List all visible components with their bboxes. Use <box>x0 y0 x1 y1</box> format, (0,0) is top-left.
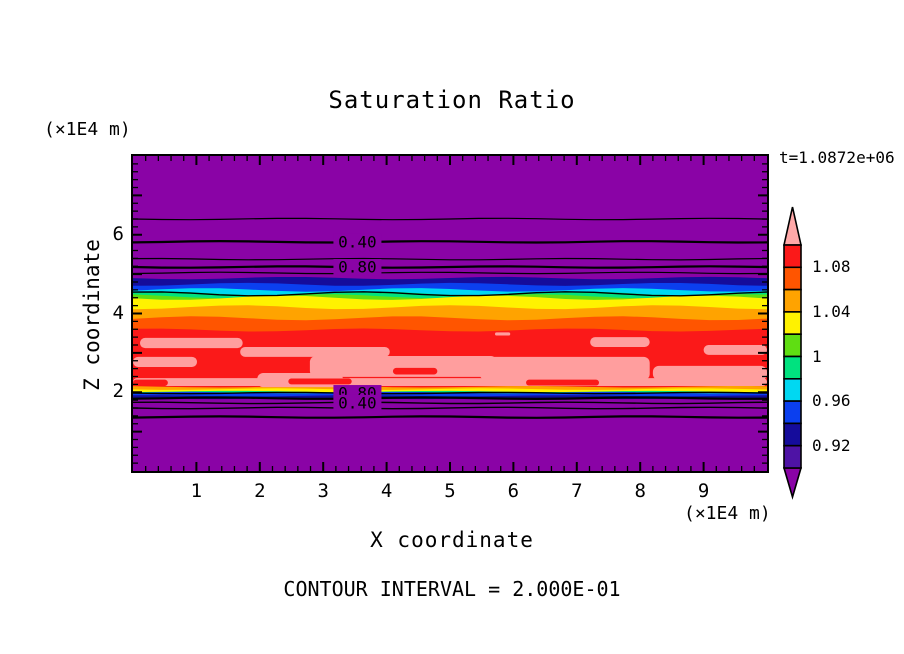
colorbar-segment-9 <box>783 444 802 469</box>
colorbar-segment-5 <box>783 355 802 380</box>
colorbar-label-1.08: 1.08 <box>812 257 851 277</box>
contour-line <box>133 271 767 275</box>
colorbar-segment-3 <box>783 311 802 336</box>
contour-line <box>133 265 767 269</box>
contour-label: 0.40 <box>338 393 377 412</box>
y-tick-label-2: 2 <box>112 380 124 403</box>
contour-plot: 0.400.800.800.40 <box>133 156 767 471</box>
x-tick-label-7: 7 <box>571 480 583 502</box>
band-blue-upper <box>133 282 767 293</box>
streak-6 <box>590 337 650 347</box>
streak-13 <box>526 379 599 386</box>
colorbar <box>782 206 803 500</box>
contour-label-mask <box>333 233 382 250</box>
contour-line <box>133 396 767 401</box>
contour-line <box>133 217 767 221</box>
contour-line <box>133 257 767 261</box>
contour-label: 0.40 <box>338 232 377 251</box>
x-axis-unit-label: (×1E4 m) <box>684 503 771 524</box>
x-tick-label-8: 8 <box>634 480 646 502</box>
colorbar-arrow-up <box>783 206 802 246</box>
colorbar-label-1: 1 <box>812 346 822 366</box>
contour-line <box>133 401 767 405</box>
contour-label-mask <box>333 259 382 276</box>
x-axis-title: X coordinate <box>370 528 534 552</box>
colorbar-label-0.92: 0.92 <box>812 435 851 455</box>
colorbar-label-1.04: 1.04 <box>812 301 851 321</box>
colorbar-segment-0 <box>783 244 802 269</box>
colorbar-segment-2 <box>783 288 802 313</box>
streak-7 <box>652 365 767 381</box>
time-annotation: t=1.0872e+06 <box>779 148 895 167</box>
colorbar-segment-6 <box>783 378 802 402</box>
streak-3 <box>309 356 497 377</box>
band-navy-upper <box>133 276 767 287</box>
contour-label: 0.80 <box>338 258 377 277</box>
streak-12 <box>288 378 352 385</box>
colorbar-label-0.96: 0.96 <box>812 391 851 411</box>
colorbar-segment-7 <box>783 400 802 425</box>
y-tick-label-6: 6 <box>112 222 124 245</box>
y-axis-unit-label: (×1E4 m) <box>44 119 131 140</box>
streak-11 <box>133 379 168 386</box>
contour-line <box>133 239 767 244</box>
streak-14 <box>392 367 438 375</box>
contour-line <box>133 415 767 419</box>
colorbar-arrow-down <box>782 467 803 500</box>
colorbar-segment-1 <box>783 266 802 291</box>
streak-8 <box>703 345 767 355</box>
x-tick-label-3: 3 <box>317 480 329 502</box>
streak-9 <box>133 378 767 386</box>
contour-label-mask <box>333 394 382 411</box>
colorbar-segment-4 <box>783 333 802 358</box>
streak-1 <box>133 356 198 368</box>
x-tick-label-4: 4 <box>380 480 393 502</box>
x-tick-label-2: 2 <box>254 480 266 502</box>
plot-title: Saturation Ratio <box>328 86 576 114</box>
x-tick-label-1: 1 <box>190 480 203 502</box>
contour-line <box>133 391 767 395</box>
colorbar-segment-8 <box>783 422 802 447</box>
streak-0 <box>139 337 243 349</box>
x-tick-label-5: 5 <box>444 480 456 502</box>
contour-line <box>133 291 767 297</box>
x-tick-label-9: 9 <box>697 480 710 502</box>
streak-5 <box>479 356 650 381</box>
streak-10 <box>495 332 511 336</box>
contour-line <box>133 406 767 410</box>
plot-area: 0.40 0.80 0.80 0.40 <box>131 154 769 473</box>
x-tick-label-6: 6 <box>507 480 520 502</box>
streak-2 <box>240 346 390 357</box>
contour-interval-label: CONTOUR INTERVAL = 2.000E-01 <box>283 577 621 601</box>
y-tick-label-4: 4 <box>112 301 124 324</box>
